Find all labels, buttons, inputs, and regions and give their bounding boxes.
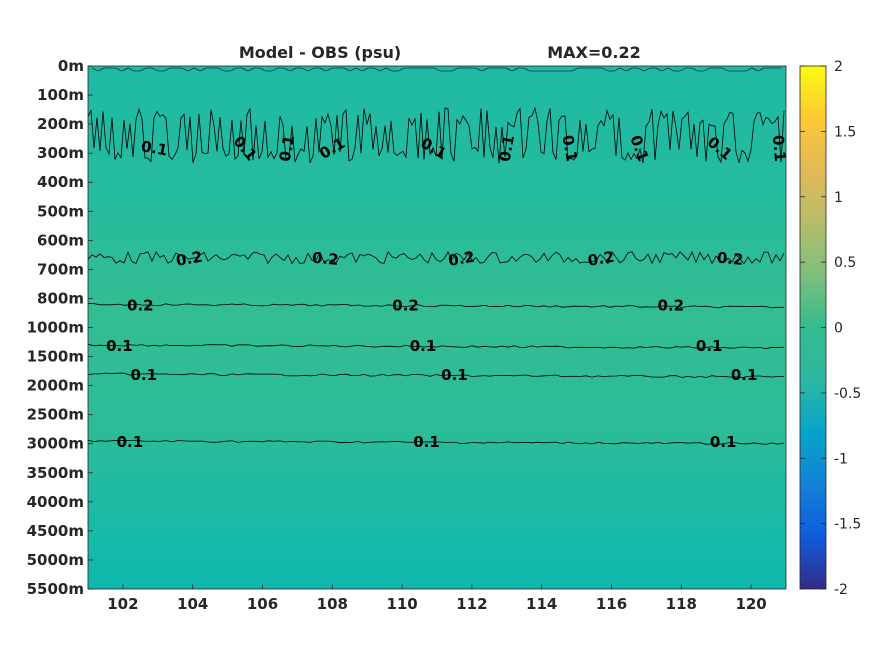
contour-label: 0.2 [392,296,419,314]
y-tick-label: 2000m [27,377,84,395]
contour-line [87,251,785,265]
x-tick-label: 112 [456,595,487,613]
contour-line [87,343,785,350]
x-tick-label: 116 [596,595,627,613]
colorbar-tick-label: 0 [834,321,843,337]
x-tick-label: 106 [247,595,278,613]
contour-line [87,372,784,379]
y-axis: 0m 100m 200m 300m 400m 500m 600m 700m 800m 1000m 1… [27,57,93,598]
contour-label: 0.2 [586,248,615,270]
contour-label: 0.2 [311,249,339,269]
contour-line [87,439,785,445]
contour-line [87,106,785,164]
contour-label: 0.2 [716,249,744,269]
y-tick-label: 100m [37,86,84,104]
colorbar-tick-label: -0.5 [834,386,861,402]
colorbar-tick-label: 0.5 [834,255,856,271]
colorbar-tick-label: -1.5 [834,517,861,533]
contour-label: 0.1 [769,134,789,162]
y-tick-label: 0m [58,57,84,75]
chart-title: Model - OBS (psu) [239,43,401,62]
x-tick-label: 114 [526,595,557,613]
y-tick-label: 3500m [27,464,84,482]
contour-label: 0.1 [441,366,468,384]
y-tick-label: 700m [37,260,84,278]
x-tick-label: 110 [386,595,417,613]
y-tick-label: 2500m [27,406,84,424]
colorbar-tick-label: 2 [834,59,843,75]
x-axis: 102 104 106 108 110 112 114 116 118 120 [107,584,767,613]
y-tick-label: 3000m [27,435,84,453]
y-tick-label: 300m [37,144,84,162]
y-tick-label: 4000m [27,493,84,511]
contour-label: 0.2 [447,248,476,270]
y-tick-label: 400m [37,173,84,191]
y-tick-label: 500m [37,202,84,220]
contour-label: 0.2 [658,296,685,314]
contour-label: 0.2 [175,248,204,270]
contour-label: 0.1 [710,433,737,451]
colorbar-tick-label: 1 [834,190,843,206]
colorbar-ticks: 2 1.5 1 0.5 0 -0.5 -1 -1.5 -2 [800,59,861,598]
y-tick-label: 800m [37,289,84,307]
contour-label: 0.1 [117,433,144,451]
y-tick-label: 1000m [27,319,84,337]
colorbar-tick-label: -1 [834,451,848,467]
contour-label: 0.1 [106,337,133,355]
y-tick-label: 5500m [27,580,84,598]
x-tick-label: 108 [317,595,348,613]
contour-label: 0.2 [127,296,154,314]
contour-label: 0.1 [131,366,158,384]
contour-label: 0.1 [558,134,580,163]
contour-label: 0.1 [496,134,518,163]
contour-label: 0.1 [696,337,723,355]
x-tick-label: 118 [666,595,697,613]
contour-lines [87,67,785,445]
colorbar-tick-label: -2 [834,582,848,598]
colorbar-tick-label: 1.5 [834,124,856,140]
contour-line [87,302,784,309]
x-tick-label: 120 [735,595,766,613]
contour-label: 0.1 [276,134,298,163]
contour-line [91,67,782,72]
contour-label: 0.1 [413,433,440,451]
contour-label: 0.1 [731,366,758,384]
max-value-title: MAX=0.22 [547,43,641,62]
y-tick-label: 4500m [27,522,84,540]
x-tick-label: 102 [107,595,138,613]
y-tick-label: 200m [37,115,84,133]
y-tick-label: 1500m [27,348,84,366]
y-tick-label: 600m [37,231,84,249]
contour-label: 0.1 [410,337,437,355]
contour-label: 0.1 [140,137,169,159]
x-tick-label: 104 [177,595,208,613]
y-tick-label: 5000m [27,551,84,569]
